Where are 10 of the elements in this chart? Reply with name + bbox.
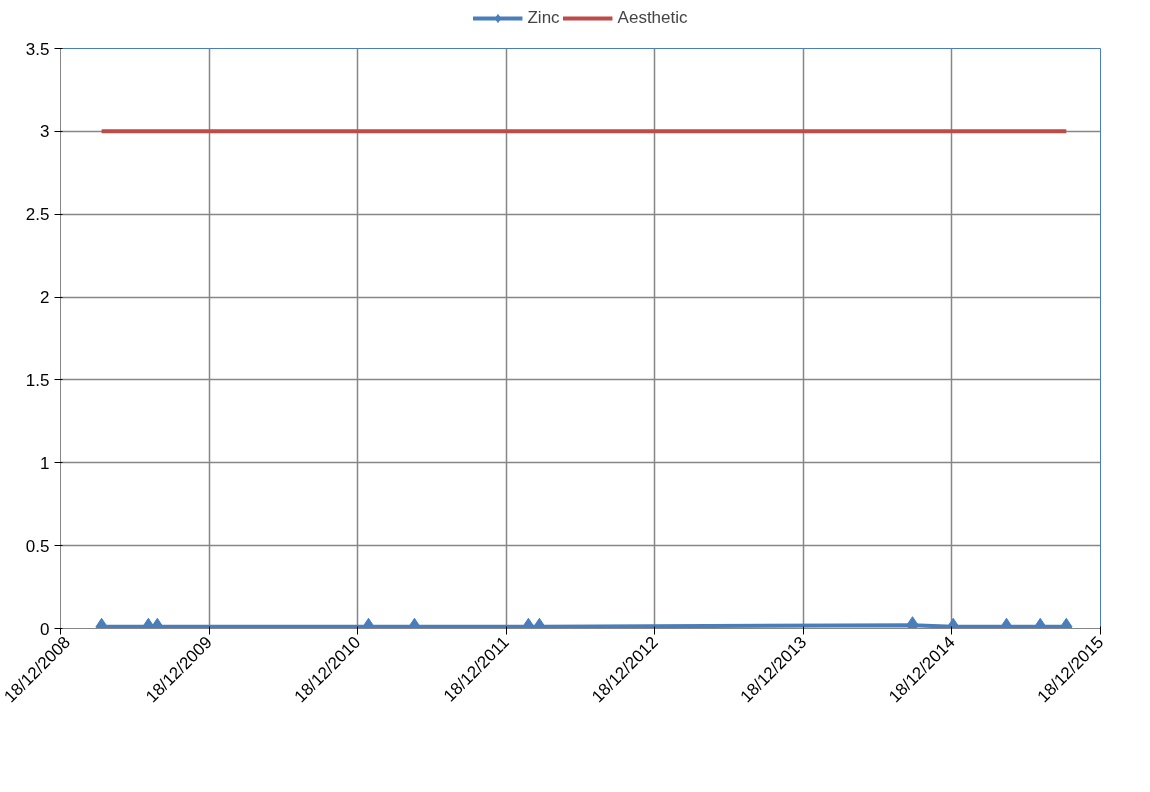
y-tick-label: 2.5	[25, 205, 50, 225]
y-tick-label: 3	[40, 122, 50, 142]
y-tick-label: 1	[40, 453, 50, 473]
y-tick-label: 2	[40, 288, 50, 308]
y-tick-label: 0	[40, 619, 50, 639]
y-tick-label: 3.5	[25, 39, 50, 59]
y-tick-label: 0.5	[25, 536, 50, 556]
legend-label: Zinc	[527, 8, 560, 28]
legend-label: Aesthetic	[617, 8, 688, 28]
y-tick-label: 1.5	[25, 370, 50, 390]
